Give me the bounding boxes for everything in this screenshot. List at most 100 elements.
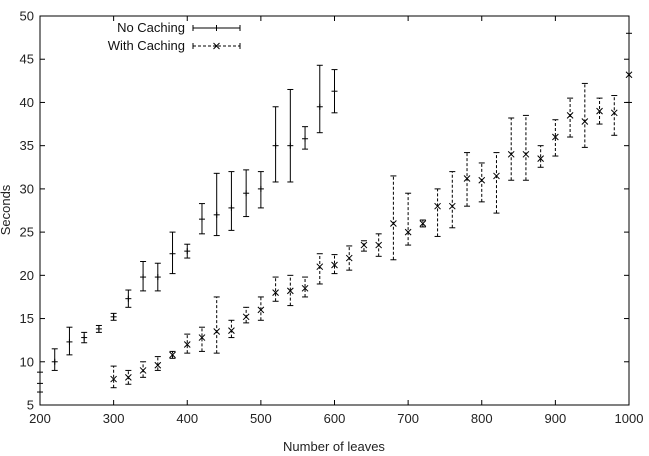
data-point — [95, 325, 102, 332]
error-bar — [390, 175, 397, 261]
legend-sample-no-caching — [192, 25, 241, 31]
data-point — [272, 289, 279, 296]
error-bar — [537, 145, 544, 168]
y-tick-label: 5 — [27, 398, 34, 413]
data-point — [110, 375, 117, 383]
error-bar — [316, 253, 323, 285]
data-point — [581, 118, 589, 125]
x-axis-title: Number of leaves — [283, 439, 385, 454]
data-marks — [37, 32, 633, 393]
data-point — [552, 133, 559, 141]
data-point — [81, 334, 88, 341]
data-point — [316, 263, 324, 271]
legend-marker — [213, 25, 220, 31]
y-tick-label: 40 — [20, 95, 34, 110]
x-tick-label: 300 — [103, 411, 125, 426]
error-bar — [405, 192, 412, 246]
data-point — [316, 103, 323, 110]
data-point — [448, 202, 456, 210]
error-bar — [360, 240, 367, 252]
error-bar — [169, 350, 176, 359]
data-point — [522, 150, 530, 158]
data-point — [37, 380, 43, 387]
y-tick-label: 15 — [20, 311, 34, 326]
error-bar — [419, 219, 426, 228]
data-point — [213, 328, 221, 335]
error-bar — [478, 162, 485, 203]
data-point — [139, 367, 147, 374]
error-bar — [213, 172, 220, 237]
data-point — [257, 185, 264, 192]
data-point — [272, 142, 279, 149]
data-point — [51, 358, 58, 365]
data-point — [198, 216, 205, 223]
data-point — [537, 155, 545, 162]
error-bar — [522, 114, 529, 181]
error-bar — [567, 97, 574, 138]
x-tick-label: 700 — [397, 411, 419, 426]
data-point — [463, 175, 471, 182]
legend-sample-with-caching — [192, 42, 241, 50]
error-bar — [316, 64, 323, 134]
x-tick-label: 400 — [176, 411, 198, 426]
data-point — [287, 142, 294, 149]
error-bar — [154, 356, 161, 371]
data-point — [493, 172, 500, 180]
y-tick-label: 10 — [20, 354, 34, 369]
error-bar — [581, 82, 588, 148]
data-point — [228, 204, 235, 211]
error-bar — [449, 171, 456, 229]
error-bar — [331, 254, 338, 275]
axis-tick-labels: 200 300 400 500 600 700 800 900 1000 5 10 15 20 25 30 3… — [20, 9, 644, 427]
legend-label-no-caching: No Caching — [117, 20, 185, 35]
x-tick-label: 600 — [324, 411, 346, 426]
data-point — [154, 274, 161, 281]
data-point — [213, 211, 220, 218]
data-point — [331, 261, 338, 269]
data-point — [124, 373, 132, 381]
error-bar — [464, 152, 471, 207]
error-bar — [493, 152, 500, 214]
data-point — [404, 228, 412, 236]
data-point — [243, 190, 250, 197]
data-point — [478, 176, 486, 184]
x-tick-label: 500 — [250, 411, 272, 426]
error-bar — [434, 188, 441, 237]
error-bar — [257, 296, 264, 321]
data-point — [242, 313, 250, 321]
data-point — [154, 361, 162, 369]
data-point — [360, 241, 368, 249]
data-point — [596, 107, 603, 115]
error-bar — [508, 117, 515, 181]
data-point — [169, 351, 176, 359]
error-bar — [626, 32, 632, 103]
x-tick-label: 1000 — [615, 411, 644, 426]
x-tick-label: 200 — [29, 411, 51, 426]
series-no-caching — [37, 64, 338, 393]
data-point — [610, 109, 618, 117]
y-tick-label: 50 — [20, 9, 34, 24]
error-bar — [243, 306, 250, 324]
error-bar — [184, 333, 191, 354]
data-point — [302, 135, 309, 142]
series-with-caching — [110, 32, 633, 389]
data-point — [419, 220, 427, 227]
y-tick-label: 30 — [20, 181, 34, 196]
data-point — [434, 202, 441, 210]
legend: No Caching With Caching — [108, 20, 241, 53]
data-point — [390, 220, 397, 227]
error-bar — [302, 276, 309, 298]
error-bar — [228, 319, 235, 339]
error-bar — [552, 119, 559, 157]
error-bar — [611, 95, 618, 136]
data-point — [169, 250, 176, 257]
axis-ticks — [39, 15, 630, 406]
y-axis-title: Seconds — [0, 184, 13, 235]
data-point — [566, 112, 574, 119]
error-bar — [198, 326, 205, 352]
data-point — [66, 338, 73, 345]
y-tick-label: 20 — [20, 268, 34, 283]
data-point — [345, 254, 353, 262]
data-point — [140, 274, 147, 281]
